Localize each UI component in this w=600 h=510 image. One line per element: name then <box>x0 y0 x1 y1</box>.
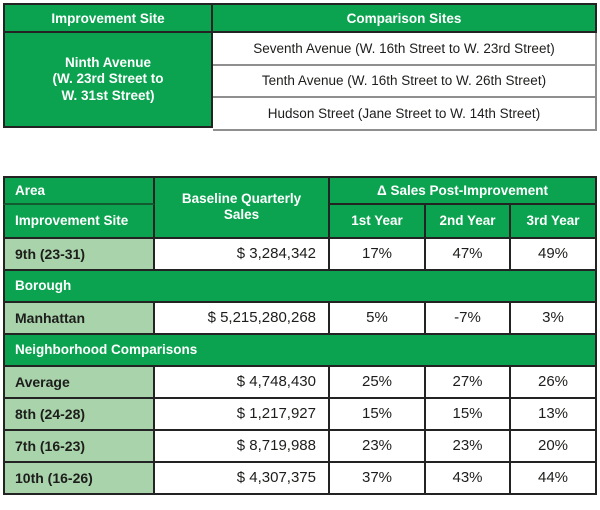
year2-value: 15% <box>426 398 511 431</box>
area-header: Area <box>3 175 155 205</box>
sales-table: Area Baseline Quarterly Sales Δ Sales Po… <box>3 175 597 495</box>
site-table-header-row: Improvement Site Comparison Sites <box>3 3 597 33</box>
year1-value: 25% <box>330 366 426 399</box>
year1-value: 5% <box>330 302 426 335</box>
improvement-site-cell: Ninth Avenue (W. 23rd Street to W. 31st … <box>3 33 213 128</box>
baseline-value: $ 4,307,375 <box>155 462 330 495</box>
comparison-site-row: Hudson Street (Jane Street to W. 14th St… <box>213 98 597 131</box>
row-label-9th: 9th (23-31) <box>3 238 155 271</box>
year2-value: -7% <box>426 302 511 335</box>
comparison-sites-column-header: Comparison Sites <box>213 3 597 33</box>
year1-value: 15% <box>330 398 426 431</box>
year3-value: 49% <box>511 238 597 271</box>
row-label-7th: 7th (16-23) <box>3 430 155 463</box>
baseline-value: $ 3,284,342 <box>155 238 330 271</box>
second-year-header: 2nd Year <box>426 204 511 239</box>
year3-value: 3% <box>511 302 597 335</box>
year3-value: 26% <box>511 366 597 399</box>
site-table-body: Ninth Avenue (W. 23rd Street to W. 31st … <box>3 33 597 131</box>
year1-value: 37% <box>330 462 426 495</box>
row-label-10th: 10th (16-26) <box>3 462 155 495</box>
site-comparison-table: Improvement Site Comparison Sites Ninth … <box>3 3 597 131</box>
baseline-quarterly-sales-header: Baseline Quarterly Sales <box>155 175 330 239</box>
row-label-8th: 8th (24-28) <box>3 398 155 431</box>
comparison-site-row: Tenth Avenue (W. 16th Street to W. 26th … <box>213 65 597 99</box>
improvement-site-column-header: Improvement Site <box>3 3 213 33</box>
row-label-manhattan: Manhattan <box>3 302 155 335</box>
year1-value: 17% <box>330 238 426 271</box>
baseline-value: $ 8,719,988 <box>155 430 330 463</box>
baseline-value: $ 4,748,430 <box>155 366 330 399</box>
section-header-neighborhood-comparisons: Neighborhood Comparisons <box>3 334 597 367</box>
baseline-value: $ 1,217,927 <box>155 398 330 431</box>
year2-value: 43% <box>426 462 511 495</box>
year3-value: 20% <box>511 430 597 463</box>
year3-value: 13% <box>511 398 597 431</box>
year2-value: 23% <box>426 430 511 463</box>
section-header-borough: Borough <box>3 270 597 303</box>
baseline-value: $ 5,215,280,268 <box>155 302 330 335</box>
delta-sales-post-improvement-header: Δ Sales Post-Improvement <box>330 175 597 205</box>
year2-value: 27% <box>426 366 511 399</box>
year3-value: 44% <box>511 462 597 495</box>
third-year-header: 3rd Year <box>511 204 597 239</box>
year2-value: 47% <box>426 238 511 271</box>
comparison-site-row: Seventh Avenue (W. 16th Street to W. 23r… <box>213 33 597 66</box>
row-label-average: Average <box>3 366 155 399</box>
first-year-header: 1st Year <box>330 204 426 239</box>
year1-value: 23% <box>330 430 426 463</box>
improvement-site-row-header: Improvement Site <box>3 204 155 239</box>
comparison-sites-list: Seventh Avenue (W. 16th Street to W. 23r… <box>213 33 597 131</box>
page: Improvement Site Comparison Sites Ninth … <box>0 3 600 495</box>
